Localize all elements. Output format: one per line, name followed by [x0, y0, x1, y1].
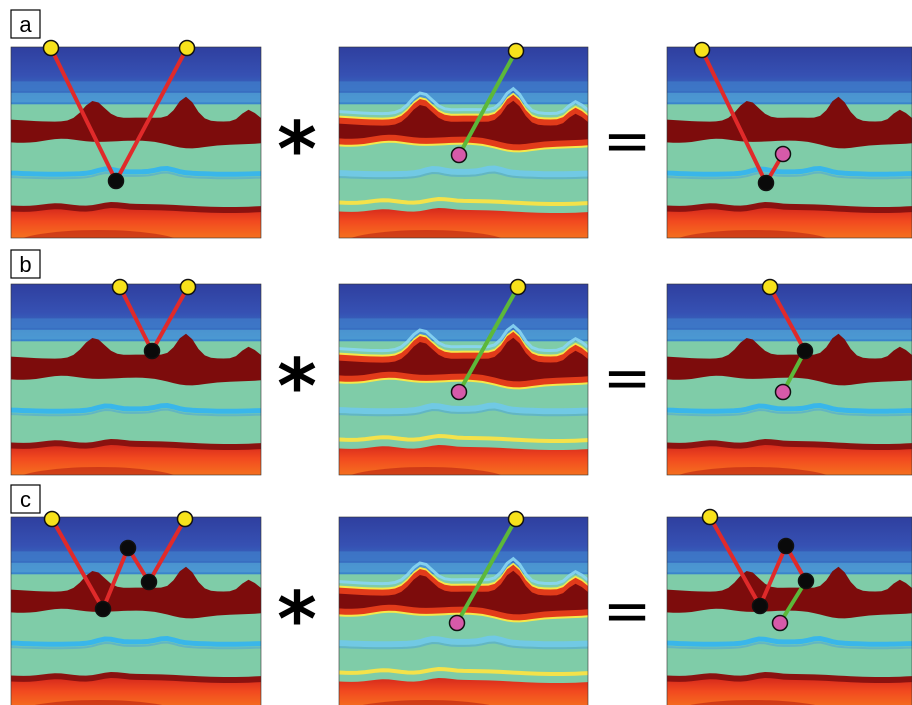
scatter-point — [757, 174, 775, 192]
svg-text:b: b — [19, 252, 31, 277]
source-receiver-point — [179, 278, 197, 296]
ray-segment — [150, 285, 190, 353]
source-point — [761, 278, 779, 296]
source-receiver-point — [43, 510, 61, 528]
scatter-point — [797, 572, 815, 590]
row-label-b: b — [10, 249, 41, 279]
velocity-panel-right — [666, 46, 912, 239]
convolution-operator: * — [277, 105, 317, 194]
image-point — [448, 614, 466, 632]
equals-operator: = — [603, 344, 652, 412]
velocity-panel-left — [10, 46, 262, 239]
ray-segment — [147, 517, 187, 584]
velocity-panel-middle — [338, 516, 589, 705]
scatter-point — [796, 342, 814, 360]
ray-segment — [49, 46, 118, 183]
convolution-operator: * — [277, 342, 317, 431]
source-receiver-point — [111, 278, 129, 296]
ray-segment — [50, 517, 105, 611]
convolution-operator: * — [277, 575, 317, 664]
row-label-a: a — [10, 9, 41, 39]
scatter-point — [119, 539, 137, 557]
scatter-point — [140, 573, 158, 591]
velocity-panel-middle — [338, 283, 589, 476]
receiver-point — [507, 510, 525, 528]
ray-segment — [758, 544, 788, 608]
row-label-c: c — [10, 484, 41, 514]
image-point — [450, 383, 468, 401]
source-receiver-point — [178, 39, 196, 57]
scatter-point — [751, 597, 769, 615]
scatter-point — [94, 600, 112, 618]
scatter-point — [143, 342, 161, 360]
image-point — [774, 383, 792, 401]
scatter-point — [107, 172, 125, 190]
velocity-panel-left — [10, 516, 262, 705]
receiver-point — [507, 42, 525, 60]
scatter-point — [777, 537, 795, 555]
velocity-panel-middle — [338, 46, 589, 239]
ray-segment — [768, 285, 807, 353]
source-receiver-point — [176, 510, 194, 528]
source-receiver-point — [42, 39, 60, 57]
equals-operator: = — [603, 107, 652, 175]
svg-text:a: a — [19, 12, 32, 37]
svg-text:c: c — [20, 487, 31, 512]
source-point — [701, 508, 719, 526]
ray-segment — [708, 515, 762, 608]
ray-segment — [457, 49, 518, 157]
ray-segment — [457, 285, 520, 394]
ray-segment — [455, 517, 518, 625]
image-point — [774, 145, 792, 163]
image-point — [771, 614, 789, 632]
equals-operator: = — [603, 577, 652, 645]
source-point — [693, 41, 711, 59]
ray-segment — [114, 46, 189, 183]
receiver-point — [509, 278, 527, 296]
ray-segment — [700, 48, 768, 185]
image-point — [450, 146, 468, 164]
ray-segment — [101, 546, 130, 611]
ray-segment — [118, 285, 154, 353]
